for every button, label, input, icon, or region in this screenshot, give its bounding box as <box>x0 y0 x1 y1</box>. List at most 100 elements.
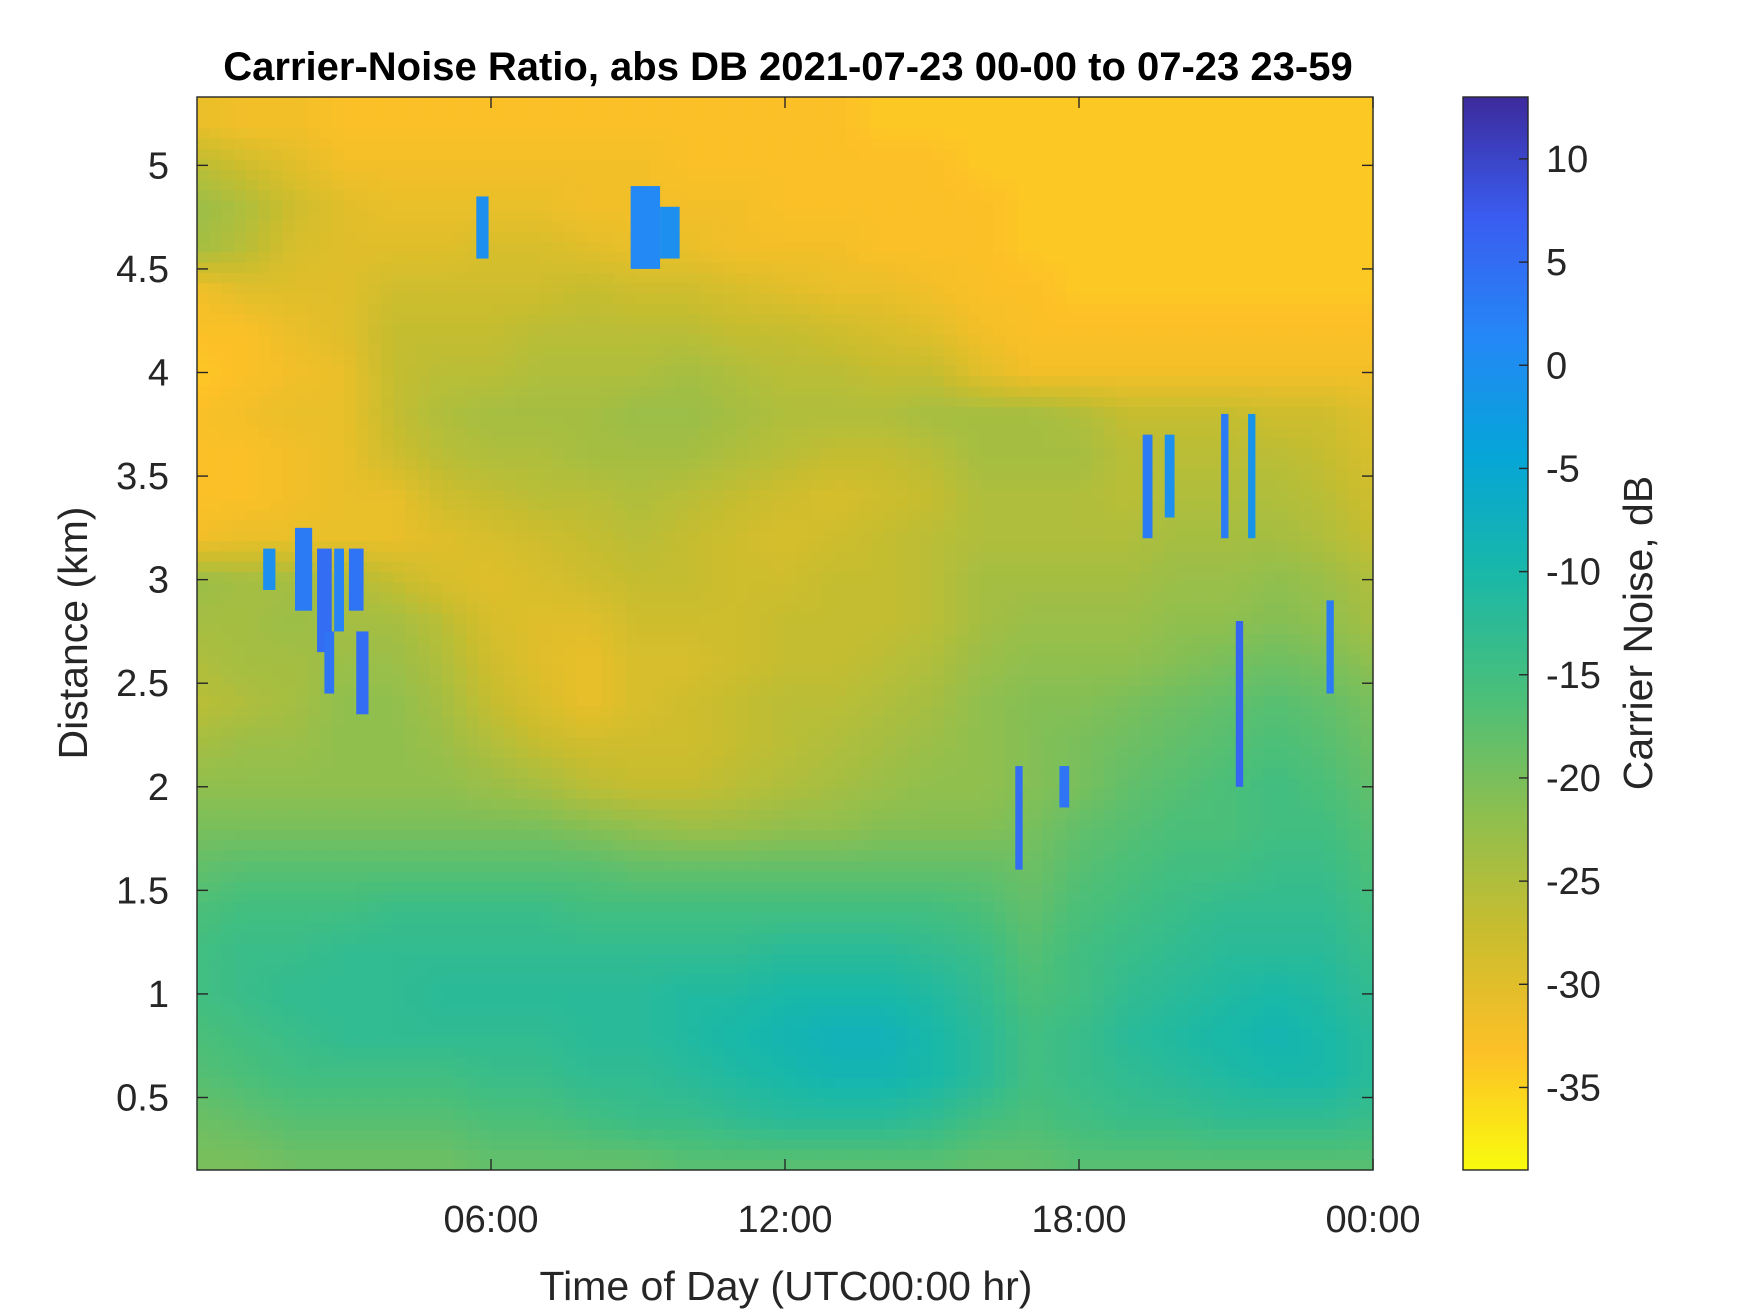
heatmap-cell <box>576 922 590 934</box>
heatmap-cell <box>834 901 847 913</box>
heatmap-cell <box>295 654 308 666</box>
heatmap-cell <box>1164 1056 1178 1068</box>
heatmap-cell <box>270 664 284 676</box>
heatmap-cell <box>1005 973 1019 985</box>
heatmap-cell <box>589 664 602 676</box>
heatmap-cell <box>1079 850 1092 862</box>
heatmap-cell <box>368 1066 382 1078</box>
heatmap-cell <box>809 839 823 851</box>
heatmap-cell <box>1287 1097 1301 1109</box>
heatmap-cell <box>601 1149 615 1161</box>
heatmap-cell <box>1336 726 1350 738</box>
heatmap-cell <box>736 860 749 872</box>
heatmap-cell <box>197 798 210 810</box>
heatmap-cell <box>1324 891 1337 903</box>
heatmap-cell <box>883 963 896 975</box>
heatmap-cell <box>1348 973 1362 985</box>
heatmap-cell <box>858 1159 872 1171</box>
heatmap-cell <box>319 912 333 923</box>
heatmap-cell <box>1348 932 1362 944</box>
heatmap-cell <box>233 1046 247 1058</box>
heatmap-cell <box>613 839 627 851</box>
heatmap-cell <box>968 1097 982 1109</box>
heatmap-cell <box>601 922 615 934</box>
heatmap-cell <box>417 633 431 645</box>
heatmap-cell <box>870 757 884 769</box>
heatmap-cell <box>1017 767 1031 779</box>
heatmap-cell <box>1189 963 1203 975</box>
heatmap-cell <box>870 1015 884 1027</box>
heatmap-cell <box>736 664 749 676</box>
heatmap-cell <box>821 953 835 965</box>
heatmap-cell <box>503 839 517 851</box>
heatmap-cell <box>221 1087 235 1099</box>
heatmap-cell <box>650 1087 664 1099</box>
heatmap-cell <box>295 1066 308 1078</box>
heatmap-cell <box>956 963 970 975</box>
heatmap-cell <box>625 798 639 810</box>
heatmap-cell <box>576 1097 590 1109</box>
heatmap-cell <box>478 705 492 717</box>
heatmap-cell <box>944 994 958 1006</box>
heatmap-cell <box>613 757 627 769</box>
heatmap-cell <box>405 1108 419 1120</box>
heatmap-cell <box>344 705 357 717</box>
heatmap-cell <box>711 973 725 985</box>
heatmap-cell <box>331 716 345 727</box>
heatmap-cell <box>895 685 909 697</box>
heatmap-cell <box>687 973 700 985</box>
heatmap-cell <box>1054 860 1068 872</box>
heatmap-cell <box>1299 819 1313 831</box>
heatmap-cell <box>1177 912 1190 923</box>
heatmap-cell <box>282 850 296 862</box>
heatmap-cell <box>613 808 627 820</box>
heatmap-cell <box>258 1066 272 1078</box>
heatmap-cell <box>809 705 823 717</box>
heatmap-cell <box>356 788 370 800</box>
heatmap-cell <box>858 664 872 676</box>
heatmap-cell <box>625 757 639 769</box>
heatmap-cell <box>674 777 688 789</box>
heatmap-cell <box>197 1087 210 1099</box>
heatmap-cell <box>356 1004 370 1016</box>
heatmap-cell <box>601 746 615 758</box>
heatmap-cell <box>1275 777 1288 789</box>
heatmap-cell <box>601 953 615 965</box>
heatmap-cell <box>674 695 688 707</box>
heatmap-cell <box>1311 1004 1325 1016</box>
heatmap-cell <box>1066 819 1080 831</box>
heatmap-cell <box>1238 850 1252 862</box>
heatmap-cell <box>209 1066 223 1078</box>
heatmap-cell <box>282 716 296 727</box>
heatmap-cell <box>552 757 566 769</box>
heatmap-cell <box>233 746 247 758</box>
heatmap-cell <box>1348 654 1362 666</box>
heatmap-cell <box>478 932 492 944</box>
heatmap-cell <box>968 674 982 686</box>
heatmap-cell <box>993 695 1007 707</box>
heatmap-cell <box>846 943 860 954</box>
heatmap-cell <box>552 1004 566 1016</box>
heatmap-cell <box>625 922 639 934</box>
heatmap-cell <box>1091 891 1105 903</box>
heatmap-cell <box>785 1066 798 1078</box>
heatmap-cell <box>466 757 480 769</box>
heatmap-cell <box>944 922 958 934</box>
heatmap-cell <box>246 881 259 893</box>
heatmap-cell <box>956 819 970 831</box>
heatmap-cell <box>809 1056 823 1068</box>
heatmap-cell <box>1054 705 1068 717</box>
heatmap-cell <box>1311 1108 1325 1120</box>
heatmap-cell <box>1360 922 1374 934</box>
heatmap-cell <box>1017 819 1031 831</box>
heatmap-cell <box>1177 984 1190 996</box>
heatmap-cell <box>1348 922 1362 934</box>
heatmap-cell <box>1017 901 1031 913</box>
heatmap-cell <box>601 808 615 820</box>
heatmap-cell <box>405 829 419 841</box>
heatmap-cell <box>1287 736 1301 748</box>
heatmap-cell <box>1042 1015 1056 1027</box>
heatmap-cell <box>772 1087 786 1099</box>
heatmap-cell <box>1287 1035 1301 1047</box>
heatmap-cell <box>674 1015 688 1027</box>
